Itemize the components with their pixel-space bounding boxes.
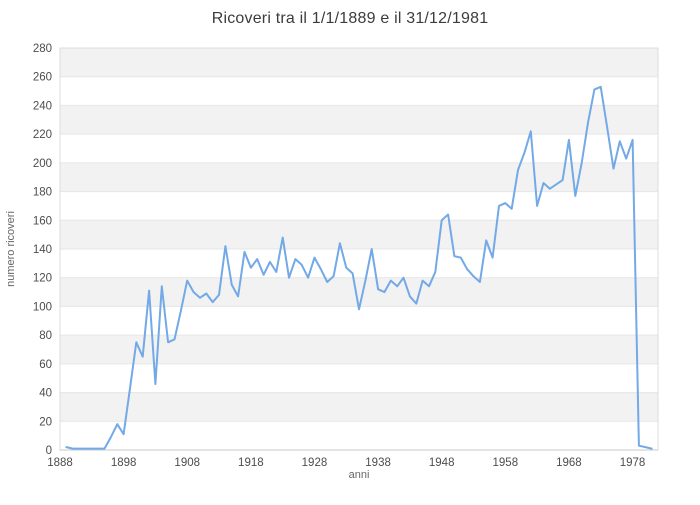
band [60, 277, 658, 307]
x-axis-title: anni [348, 469, 370, 481]
x-tick-label: 1958 [493, 457, 519, 469]
x-tick-label: 1978 [620, 457, 646, 469]
alternating-bands [60, 48, 658, 422]
y-tick-labels: 0 20 40 60 80 100 120 140 160 180 200 220 240 260 280 [33, 43, 52, 457]
x-tick-label: 1948 [429, 457, 455, 469]
data-series [65, 85, 653, 450]
x-tick-labels: 1888 1898 1908 1918 1928 1938 1948 1958 1968 1978 [47, 457, 645, 469]
y-tick-label: 260 [33, 72, 52, 84]
band [60, 220, 658, 249]
x-tick-label: 1938 [365, 457, 391, 469]
y-tick-label: 20 [39, 416, 52, 428]
x-tick-label: 1928 [302, 457, 328, 469]
band [60, 392, 658, 422]
y-tick-label: 200 [33, 158, 52, 170]
y-tick-label: 240 [33, 100, 52, 112]
x-tick-label: 1968 [556, 457, 582, 469]
ricoveri-line-series [65, 85, 653, 450]
y-tick-label: 40 [39, 388, 52, 400]
band [60, 105, 658, 135]
axis-lines [59, 47, 659, 451]
x-tick-label: 1908 [174, 457, 200, 469]
chart-title: Ricoveri tra il 1/1/1889 e il 31/12/1981 [211, 10, 489, 27]
y-tick-label: 280 [33, 43, 52, 55]
y-axis-title: numero ricoveri [5, 211, 17, 287]
y-tick-label: 0 [46, 445, 52, 457]
y-tick-label: 80 [39, 330, 52, 342]
y-tick-label: 180 [33, 187, 52, 199]
y-tick-label: 220 [33, 129, 52, 141]
y-tick-label: 140 [33, 244, 52, 256]
band [60, 162, 658, 192]
band [60, 335, 658, 364]
y-tick-label: 160 [33, 215, 52, 227]
y-tick-label: 100 [33, 301, 52, 313]
x-tick-label: 1918 [238, 457, 264, 469]
y-tick-label: 120 [33, 273, 52, 285]
y-tick-label: 60 [39, 359, 52, 371]
x-tick-label: 1888 [47, 457, 73, 469]
band [60, 48, 658, 77]
x-tick-label: 1898 [111, 457, 137, 469]
